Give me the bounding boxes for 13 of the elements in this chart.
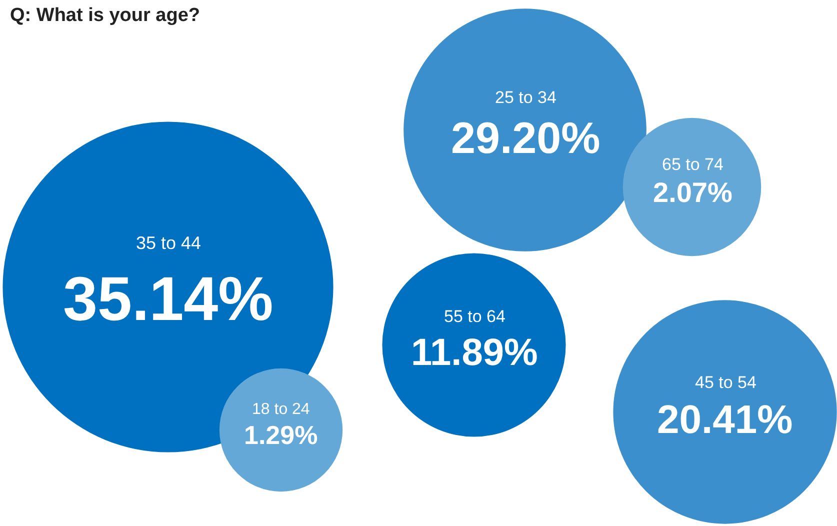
category-label: 35 to 44 [136,233,202,253]
data-label: 29.20% [451,114,600,163]
category-label: 25 to 34 [495,88,556,107]
category-label: 65 to 74 [662,155,724,174]
category-label: 18 to 24 [252,401,310,418]
data-label: 1.29% [244,420,318,450]
data-label: 20.41% [657,398,793,442]
data-label: 35.14% [63,265,274,334]
text: Q: What is your age? [10,5,200,26]
data-label: 11.89% [411,332,538,374]
data-label: 2.07% [653,177,732,208]
category-label: 45 to 54 [695,373,756,392]
category-label: 55 to 64 [444,307,506,326]
